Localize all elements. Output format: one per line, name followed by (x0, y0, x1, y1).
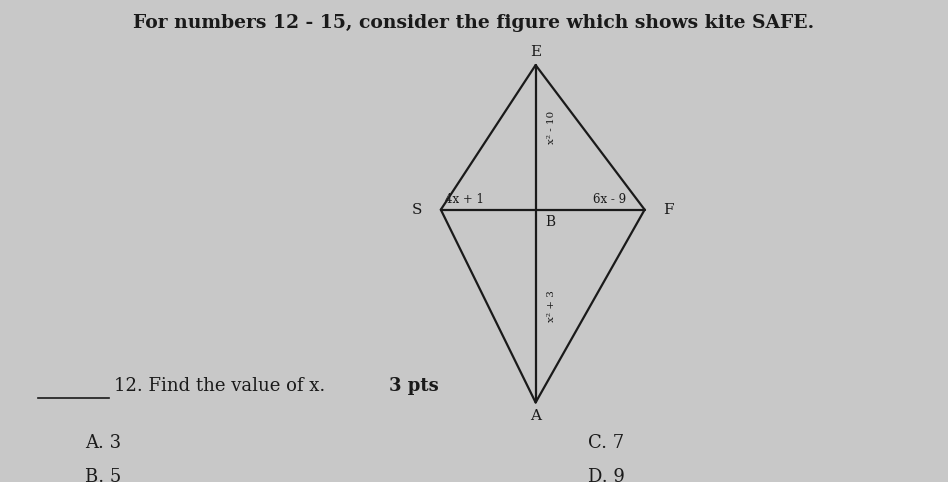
Text: 12. Find the value of x.: 12. Find the value of x. (114, 377, 325, 395)
Text: E: E (530, 45, 541, 59)
Text: 3 pts: 3 pts (389, 377, 438, 395)
Text: x² + 3: x² + 3 (547, 290, 556, 322)
Text: C. 7: C. 7 (588, 434, 624, 452)
Text: B: B (545, 214, 556, 228)
Text: 6x - 9: 6x - 9 (592, 193, 626, 206)
Text: S: S (412, 202, 422, 217)
Text: A: A (530, 409, 541, 423)
Text: x² - 10: x² - 10 (547, 111, 556, 144)
Text: D. 9: D. 9 (588, 468, 625, 482)
Text: F: F (663, 202, 674, 217)
Text: B. 5: B. 5 (85, 468, 121, 482)
Text: 4x + 1: 4x + 1 (445, 193, 483, 206)
Text: For numbers 12 - 15, consider the figure which shows kite SAFE.: For numbers 12 - 15, consider the figure… (134, 14, 814, 32)
Text: A. 3: A. 3 (85, 434, 121, 452)
